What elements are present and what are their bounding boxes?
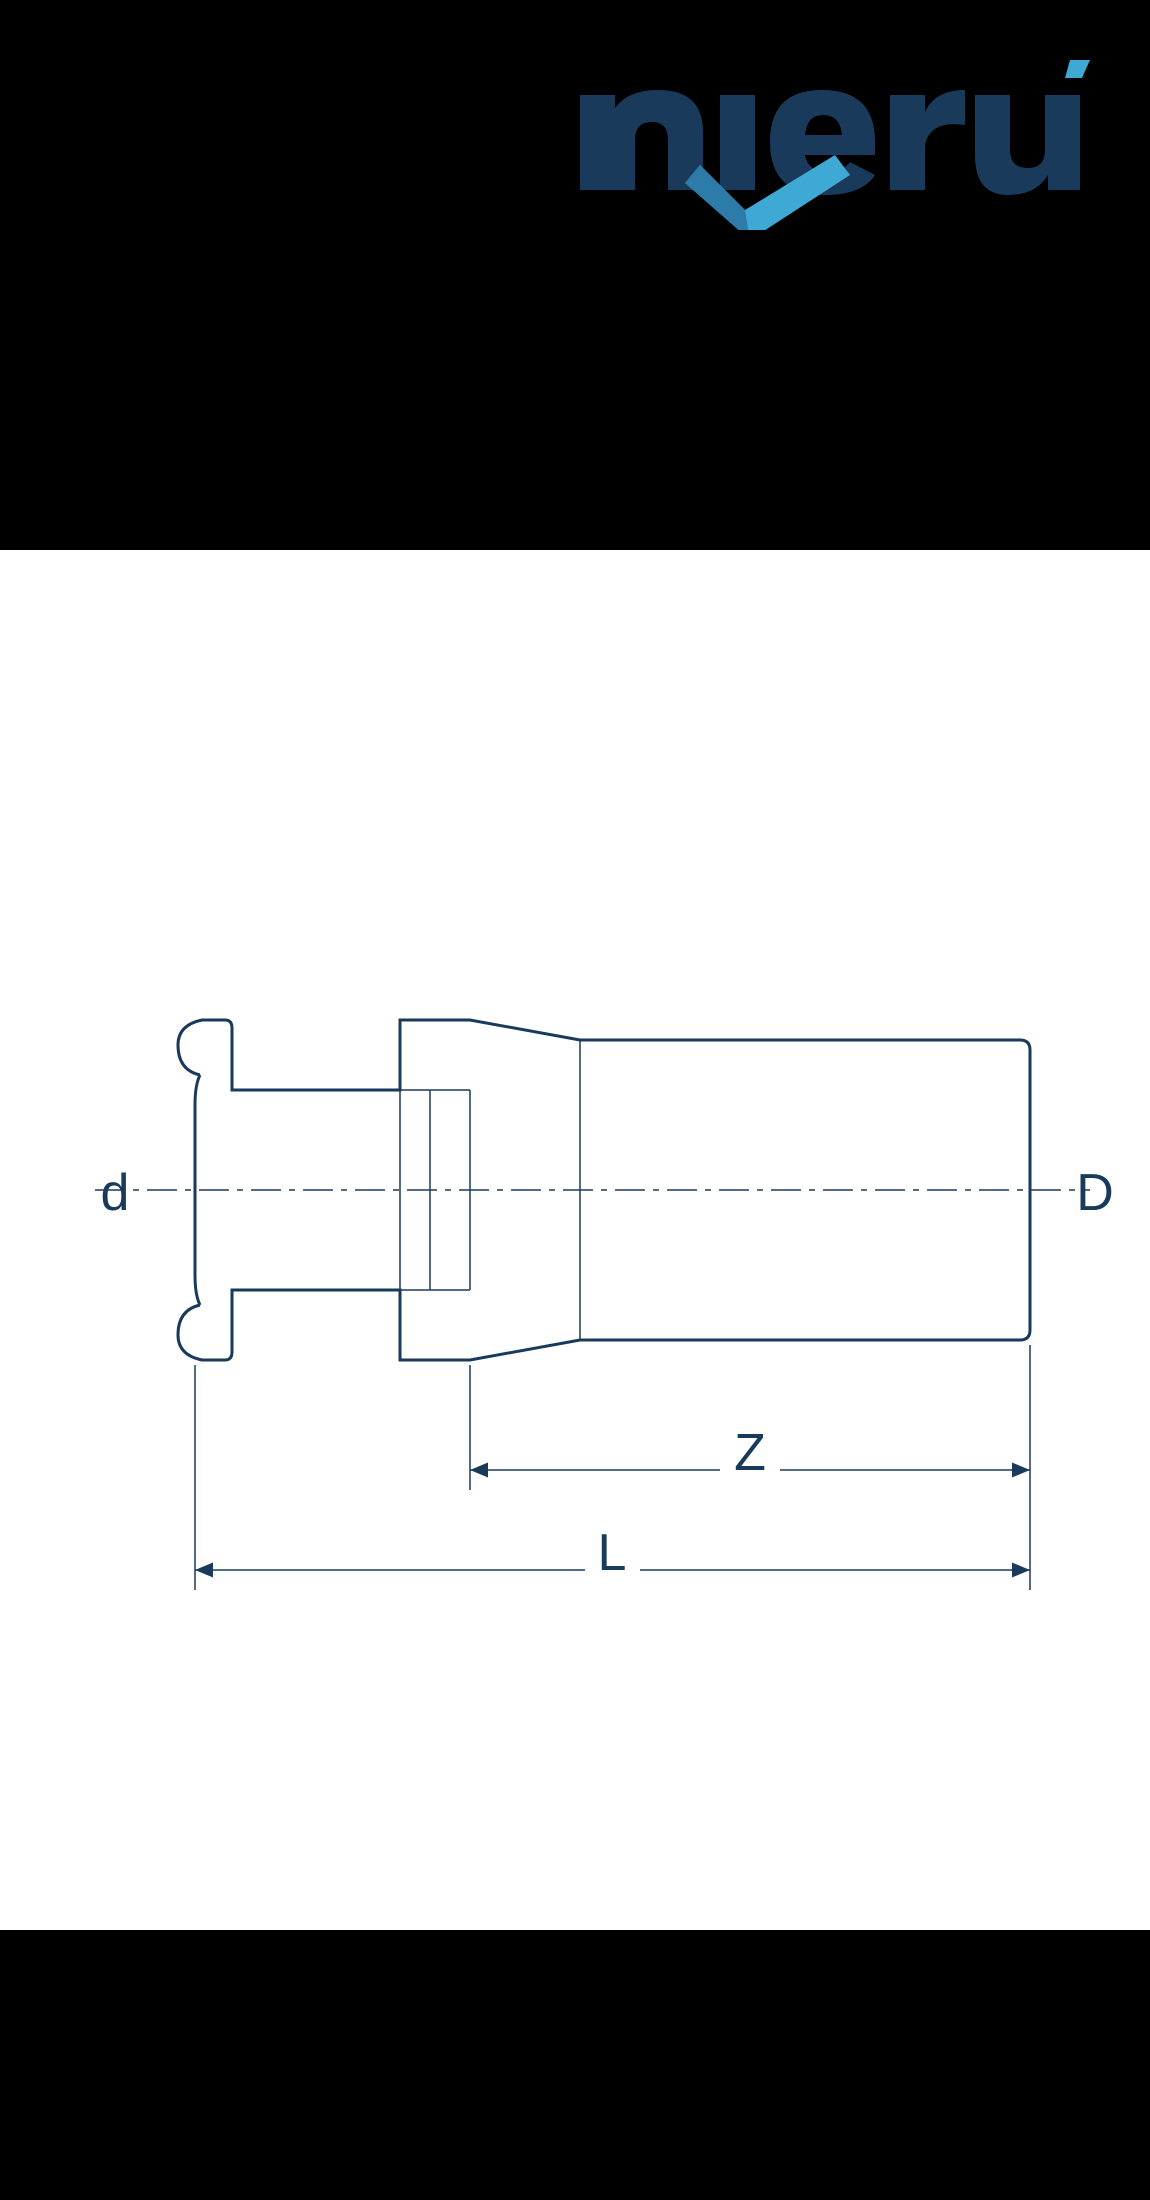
label-D-cap: D <box>1076 1164 1114 1222</box>
fitting-drawing: d D Z L <box>0 550 1150 1930</box>
logo-svg <box>570 60 1090 230</box>
fitting-outline-top <box>178 1020 1030 1190</box>
fitting-outline-bottom <box>178 1190 1030 1360</box>
label-d: d <box>101 1164 130 1222</box>
technical-diagram: d D Z L <box>0 550 1150 1930</box>
brand-logo <box>570 60 1090 230</box>
label-L: L <box>598 1524 627 1582</box>
label-Z: Z <box>734 1424 766 1482</box>
